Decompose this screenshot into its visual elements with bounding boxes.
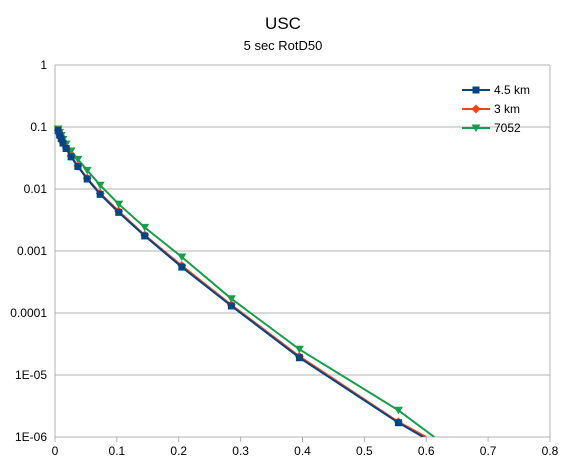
data-point [295,354,303,362]
data-point [95,181,105,190]
x-tick-label: 0 [52,444,59,458]
data-point [393,406,403,415]
x-tick-label: 0.8 [542,444,559,458]
x-tick-label: 0.2 [170,444,187,458]
x-tick-label: 0.4 [294,444,311,458]
data-point [226,295,236,303]
series-line-2 [57,128,435,437]
y-tick-label: 1E-06 [15,430,47,444]
x-tick-label: 0.5 [356,444,373,458]
x-tick-label: 0.7 [480,444,497,458]
data-point [140,223,150,232]
data-point [178,263,186,271]
legend-marker [471,104,481,114]
data-point [177,253,187,262]
data-point [57,135,65,143]
data-point [394,419,402,427]
data-point [74,163,82,171]
data-point [141,232,149,240]
y-tick-label: 0.001 [17,244,47,258]
series-line-1 [57,129,427,437]
data-point [96,190,104,198]
data-point [83,175,91,183]
chart-subtitle: 5 sec RotD50 [243,38,323,53]
y-tick-label: 1E-05 [15,368,47,382]
data-point [114,200,124,209]
y-tick-label: 0.1 [30,120,47,134]
data-point [59,139,67,147]
legend-label: 3 km [494,102,520,116]
data-point [67,153,75,161]
data-point [73,155,83,164]
x-tick-label: 0.3 [232,444,249,458]
legend-marker [472,86,480,94]
legend-label: 4.5 km [494,83,530,97]
y-tick-label: 0.01 [24,182,48,196]
x-tick-label: 0.6 [418,444,435,458]
legend-label: 7052 [494,121,521,135]
data-point [115,208,123,216]
data-point [294,345,304,354]
x-tick-label: 0.1 [109,444,126,458]
chart-title: USC [265,14,301,33]
data-point [54,126,62,134]
data-point [227,302,235,310]
y-tick-label: 1 [40,58,47,72]
data-point [82,166,92,175]
data-point [62,145,70,153]
y-tick-label: 0.0001 [10,306,47,320]
legend-marker [471,124,481,132]
